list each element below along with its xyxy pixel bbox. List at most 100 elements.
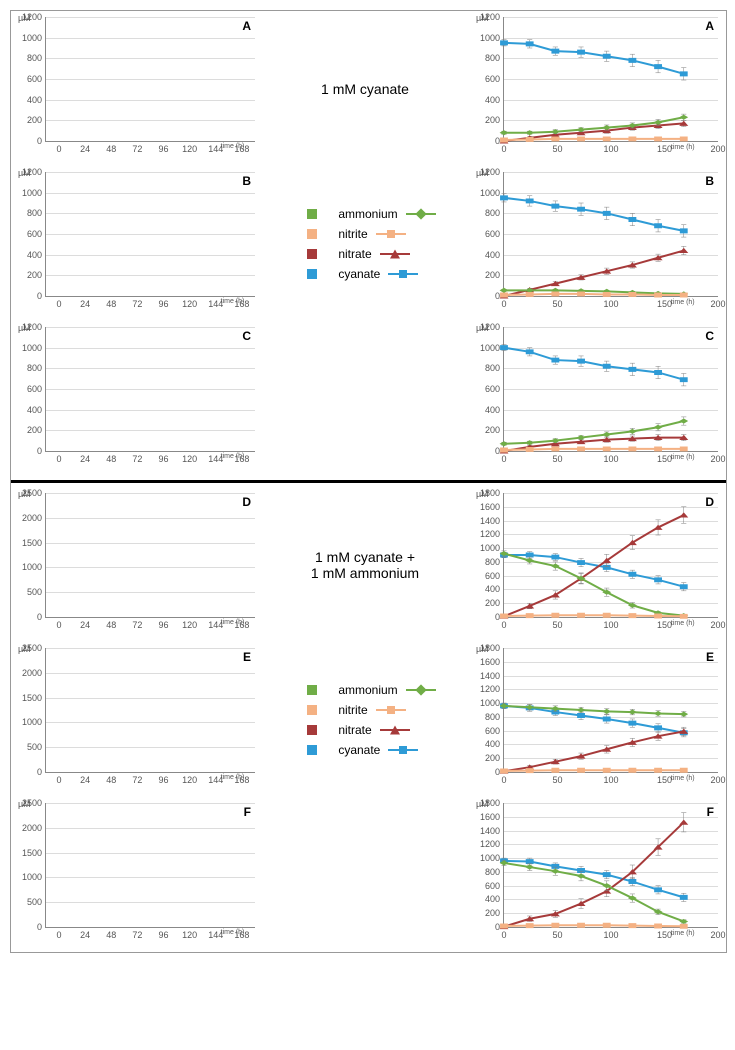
ytick-label: 800: [485, 867, 500, 877]
legend-swatch: [294, 209, 330, 219]
legend-marker: [390, 725, 400, 734]
ytick-label: 400: [485, 250, 500, 260]
xtick-label: 150: [657, 299, 672, 309]
ytick-label: 1600: [480, 502, 500, 512]
chart-row: 05001000150020002500µM024487296120144168…: [11, 487, 726, 642]
y-axis-label: µM: [476, 644, 489, 654]
x-axis-label: time (h): [671, 930, 695, 937]
panel-letter: C: [705, 329, 714, 343]
xtick-label: 120: [182, 620, 197, 630]
bar-chart-panel: 020040060080010001200µM02448729612014416…: [11, 11, 261, 166]
line-chart-panel: 020040060080010001200µM050100150200time …: [469, 11, 724, 166]
ytick-label: 0: [37, 767, 42, 777]
legend-color-box: [307, 209, 317, 219]
xtick-label: 96: [159, 930, 169, 940]
legend-item-nitrate: nitrate: [294, 723, 435, 737]
legend-marker: [415, 208, 426, 219]
section-title: 1 mM cyanate +: [315, 549, 415, 565]
ytick-label: 400: [485, 584, 500, 594]
bars-container: [46, 17, 255, 141]
y-axis-label: µM: [18, 799, 31, 809]
line-chart-panel: 020040060080010001200µM050100150200time …: [469, 321, 724, 476]
line-chart-panel: 020040060080010001200µM050100150200time …: [469, 166, 724, 321]
line-chart-panel: 020040060080010001200140016001800µM05010…: [469, 797, 724, 952]
legend-line-sample: [376, 709, 406, 711]
ytick-label: 1000: [480, 853, 500, 863]
ytick-label: 600: [485, 384, 500, 394]
xtick-label: 0: [501, 775, 506, 785]
ytick-label: 800: [27, 363, 42, 373]
y-axis-label: µM: [18, 13, 31, 23]
xtick-label: 50: [552, 299, 562, 309]
ytick-label: 1000: [480, 698, 500, 708]
legend-color-box: [307, 249, 317, 259]
ytick-label: 400: [27, 95, 42, 105]
legend-line-sample: [380, 729, 410, 731]
legend-item-ammonium: ammonium: [294, 207, 435, 221]
legend-line-sample: [388, 749, 418, 751]
plot-area: 020040060080010001200µM02448729612014416…: [45, 327, 255, 452]
ytick-label: 0: [495, 291, 500, 301]
chart-row: 05001000150020002500µM024487296120144168…: [11, 642, 726, 797]
xtick-label: 150: [657, 454, 672, 464]
ytick-label: 2000: [22, 513, 42, 523]
legend-color-box: [307, 229, 317, 239]
x-axis-label: time (h): [671, 454, 695, 461]
xtick-label: 48: [106, 454, 116, 464]
ytick-label: 0: [495, 446, 500, 456]
panel-letter: A: [705, 19, 714, 33]
ytick-label: 1600: [480, 657, 500, 667]
ytick-label: 1000: [22, 562, 42, 572]
xtick-label: 96: [159, 144, 169, 154]
ytick-label: 400: [27, 250, 42, 260]
legend-swatch: [294, 705, 330, 715]
ytick-label: 400: [485, 405, 500, 415]
xtick-label: 50: [552, 930, 562, 940]
xtick-label: 100: [603, 775, 618, 785]
ytick-label: 800: [27, 53, 42, 63]
figure-container: 020040060080010001200µM02448729612014416…: [10, 10, 727, 953]
xtick-label: 72: [132, 144, 142, 154]
xtick-label: 0: [57, 144, 62, 154]
ytick-label: 600: [485, 881, 500, 891]
xtick-label: 72: [132, 930, 142, 940]
x-axis-label: time (h): [221, 774, 245, 781]
ytick-label: 200: [485, 115, 500, 125]
xtick-label: 0: [501, 144, 506, 154]
xtick-label: 100: [603, 144, 618, 154]
legend-marker: [387, 230, 395, 238]
ytick-label: 200: [27, 425, 42, 435]
ytick-label: 200: [27, 270, 42, 280]
y-axis-label: µM: [18, 168, 31, 178]
legend-color-box: [307, 745, 317, 755]
panel-letter: F: [707, 805, 714, 819]
ytick-label: 600: [485, 229, 500, 239]
xtick-label: 0: [501, 930, 506, 940]
ytick-label: 1400: [480, 826, 500, 836]
xtick-label: 120: [182, 144, 197, 154]
panel-letter: B: [705, 174, 714, 188]
y-axis-label: µM: [476, 489, 489, 499]
ytick-label: 800: [485, 53, 500, 63]
ytick-label: 1000: [22, 717, 42, 727]
ytick-label: 600: [27, 384, 42, 394]
y-axis-label: µM: [18, 644, 31, 654]
xtick-label: 96: [159, 454, 169, 464]
ytick-label: 600: [485, 74, 500, 84]
xtick-label: 96: [159, 620, 169, 630]
ytick-label: 1200: [480, 839, 500, 849]
ytick-label: 2000: [22, 823, 42, 833]
ytick-label: 0: [37, 612, 42, 622]
legend-swatch: [294, 269, 330, 279]
xtick-label: 24: [80, 775, 90, 785]
bars-container: [46, 803, 255, 927]
chart-row: 020040060080010001200µM02448729612014416…: [11, 11, 726, 166]
plot-area: 05001000150020002500µM024487296120144168…: [45, 648, 255, 773]
legend-swatch: [294, 725, 330, 735]
line-chart-panel: 020040060080010001200140016001800µM05010…: [469, 487, 724, 642]
ytick-label: 0: [37, 291, 42, 301]
plot-area: 05001000150020002500µM024487296120144168…: [45, 493, 255, 618]
y-axis-label: µM: [476, 799, 489, 809]
legend-color-box: [307, 725, 317, 735]
bar-chart-panel: 05001000150020002500µM024487296120144168…: [11, 642, 261, 797]
